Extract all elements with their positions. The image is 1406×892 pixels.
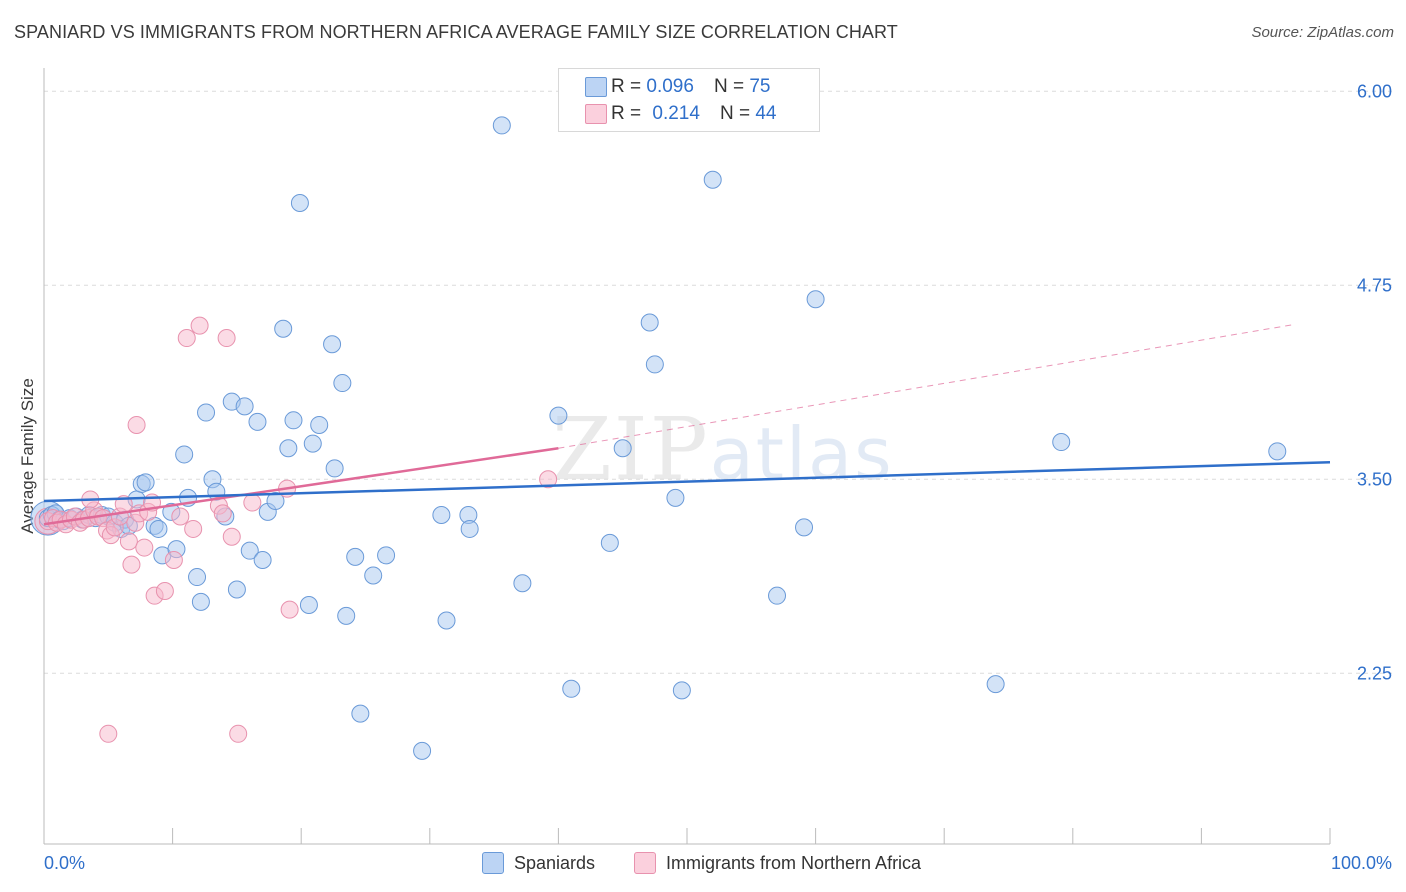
spaniards-point <box>303 434 322 453</box>
legend-r-label: R = <box>611 76 642 97</box>
immigrants-point <box>127 415 146 434</box>
spaniards-point <box>337 606 356 625</box>
immigrants-point <box>184 519 203 538</box>
immigrants-point <box>135 538 154 557</box>
immigrants-point <box>243 493 262 512</box>
immigrants-point <box>213 504 232 523</box>
legend-swatch-immigrants <box>585 104 607 124</box>
spaniards-point <box>149 519 168 538</box>
immigrants-point <box>164 550 183 569</box>
legend-swatch-spaniards <box>482 852 504 874</box>
spaniards-point <box>266 492 285 511</box>
immigrants-point <box>539 470 558 489</box>
immigrants-point <box>122 555 141 574</box>
spaniards-point <box>672 681 691 700</box>
immigrants-point <box>229 724 248 743</box>
legend-n-label: N = <box>713 76 745 97</box>
spaniards-point <box>299 595 318 614</box>
y-tick-label: 4.75 <box>1357 275 1392 295</box>
legend-n-value: 75 <box>749 76 771 97</box>
chart-title: SPANIARD VS IMMIGRANTS FROM NORTHERN AFR… <box>14 22 898 42</box>
spaniards-point <box>240 541 259 560</box>
spaniards-point <box>197 403 216 422</box>
x-tick-label: 0.0% <box>44 853 85 873</box>
immigrants-trend-dashed <box>558 324 1292 449</box>
y-tick-label: 2.25 <box>1357 663 1392 683</box>
legend-n-value: 44 <box>755 103 777 124</box>
legend-item-spaniards[interactable]: Spaniards <box>482 852 595 874</box>
watermark-atlas: atlas <box>709 412 894 496</box>
immigrants-point <box>171 507 190 526</box>
series-legend: Spaniards Immigrants from Northern Afric… <box>0 852 1406 878</box>
legend-item-immigrants[interactable]: Immigrants from Northern Africa <box>634 852 921 874</box>
spaniards-point <box>549 406 568 425</box>
legend-swatch-immigrants <box>634 852 656 874</box>
spaniards-point <box>175 445 194 464</box>
spaniards-point <box>492 116 511 135</box>
spaniards-point <box>432 505 451 524</box>
legend-row-immigrants: R = 0.214 N = 44 <box>585 101 777 127</box>
immigrants-point <box>99 724 118 743</box>
spaniards-point <box>437 611 456 630</box>
spaniards-point <box>191 592 210 611</box>
spaniards-point <box>351 704 370 723</box>
immigrants-point <box>217 329 236 348</box>
spaniards-point <box>290 194 309 213</box>
legend-row-spaniards: R = 0.096 N = 75 <box>585 74 771 100</box>
y-tick-label: 3.50 <box>1357 469 1392 489</box>
y-tick-label: 6.00 <box>1357 81 1392 101</box>
legend-swatch-spaniards <box>585 77 607 97</box>
spaniards-point <box>333 374 352 393</box>
spaniards-point <box>188 568 207 587</box>
spaniards-point <box>253 550 272 569</box>
spaniards-point <box>235 397 254 416</box>
spaniards-point <box>364 566 383 585</box>
legend-label-immigrants: Immigrants from Northern Africa <box>666 852 922 873</box>
spaniards-point <box>136 473 155 492</box>
spaniards-point <box>768 586 787 605</box>
legend-n-label: N = <box>719 103 751 124</box>
spaniards-point <box>703 170 722 189</box>
spaniards-point <box>562 679 581 698</box>
spaniards-point <box>1052 433 1071 452</box>
source-label: Source: ZipAtlas.com <box>1251 24 1394 41</box>
immigrants-point <box>155 582 174 601</box>
spaniards-point <box>795 518 814 537</box>
spaniards-point <box>284 411 303 430</box>
spaniards-point <box>279 439 298 458</box>
spaniards-point <box>460 519 479 538</box>
spaniards-point <box>645 355 664 374</box>
spaniards-point <box>1268 442 1287 461</box>
spaniards-point <box>613 439 632 458</box>
spaniards-point <box>323 335 342 354</box>
legend-r-label: R = <box>611 103 642 124</box>
spaniards-point <box>806 290 825 309</box>
legend-r-value: 0.214 <box>652 103 700 124</box>
spaniards-point <box>413 741 432 760</box>
spaniards-point <box>513 574 532 593</box>
x-tick-label: 100.0% <box>1331 853 1392 873</box>
spaniards-point <box>310 415 329 434</box>
spaniards-trend-line <box>43 460 1331 503</box>
legend-r-value: 0.096 <box>646 76 694 97</box>
spaniards-point <box>227 580 246 599</box>
spaniards-point <box>274 319 293 338</box>
spaniards-point <box>377 546 396 565</box>
immigrants-point <box>119 532 138 551</box>
spaniards-point <box>346 547 365 566</box>
spaniards-point <box>325 459 344 478</box>
spaniards-point <box>248 412 267 431</box>
spaniards-point <box>666 488 685 507</box>
immigrants-trend-line <box>43 447 559 526</box>
spaniards-point <box>600 533 619 552</box>
spaniards-point <box>640 313 659 332</box>
legend-label-spaniards: Spaniards <box>514 852 596 873</box>
correlation-legend: R = 0.096 N = 75 R = 0.214 N = 44 <box>558 68 820 132</box>
spaniards-point <box>986 675 1005 694</box>
immigrants-point <box>177 329 196 348</box>
immigrants-point <box>222 527 241 546</box>
immigrants-point <box>190 316 209 335</box>
immigrants-point <box>280 600 299 619</box>
